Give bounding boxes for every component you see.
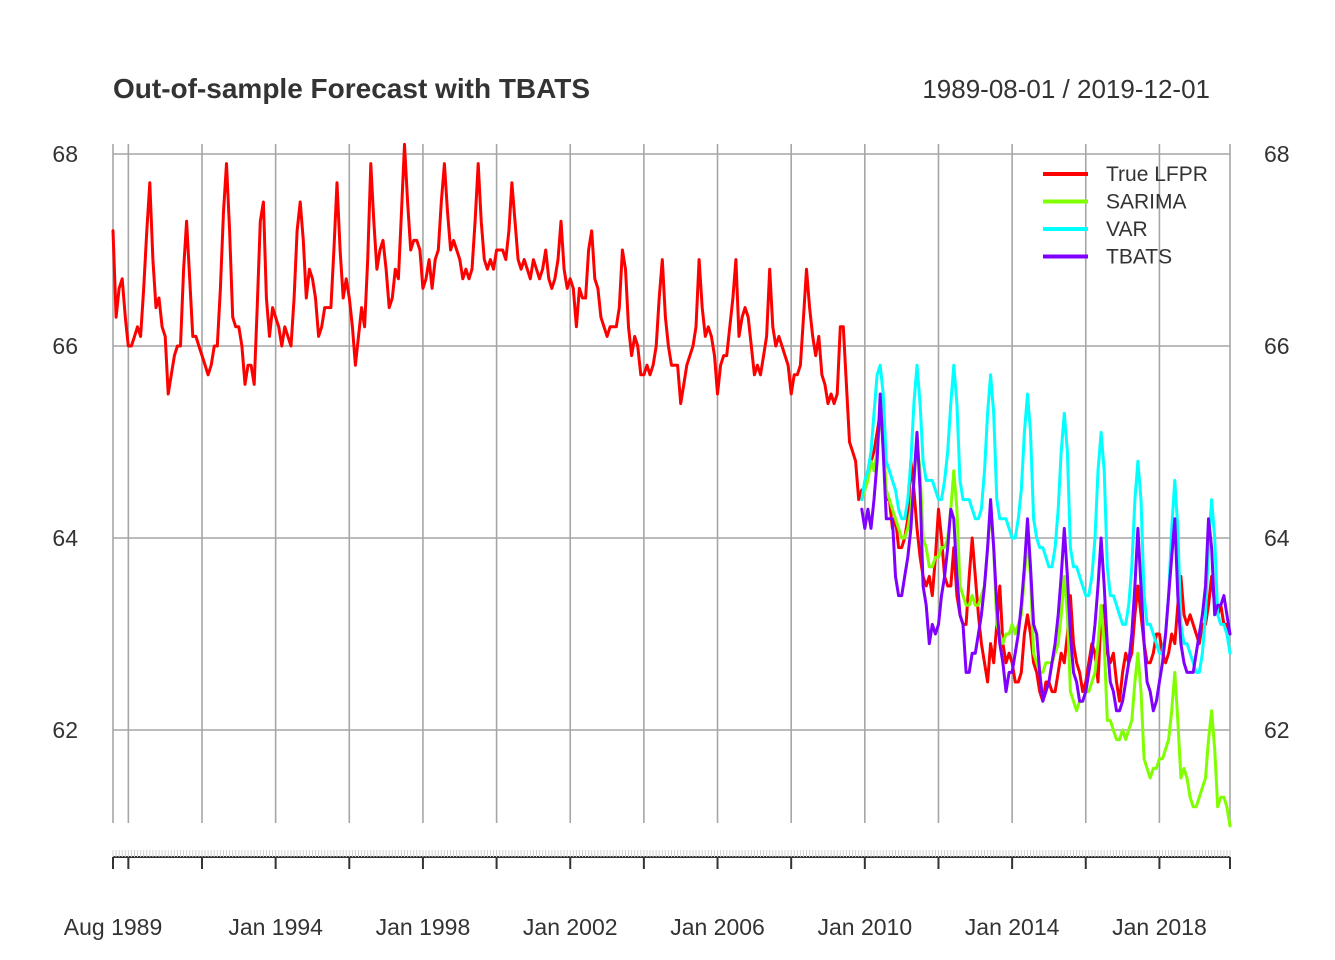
y-tick-label-left: 62 bbox=[52, 717, 78, 743]
chart-title: Out-of-sample Forecast with TBATS bbox=[113, 73, 590, 104]
legend-label: TBATS bbox=[1106, 246, 1172, 269]
y-axis-right: 62 64 66 68 bbox=[1264, 141, 1290, 743]
y-tick-label-right: 64 bbox=[1264, 525, 1290, 551]
y-tick-label-left: 64 bbox=[52, 525, 78, 551]
date-range-label: 1989-08-01 / 2019-12-01 bbox=[922, 74, 1210, 104]
y-axis-left: 62 64 66 68 bbox=[52, 141, 78, 743]
x-tick-label: Jan 2018 bbox=[1112, 914, 1207, 940]
y-tick-label-left: 68 bbox=[52, 141, 78, 167]
x-tick-label: Jan 2010 bbox=[818, 914, 913, 940]
x-tick-label: Jan 1994 bbox=[228, 914, 323, 940]
grid bbox=[112, 144, 1231, 823]
legend-label: VAR bbox=[1106, 218, 1148, 241]
y-tick-label-right: 62 bbox=[1264, 717, 1290, 743]
y-tick-label-left: 66 bbox=[52, 333, 78, 359]
legend: True LFPR SARIMA VAR TBATS bbox=[1043, 163, 1208, 269]
x-tick-label: Jan 2006 bbox=[670, 914, 765, 940]
x-axis: Aug 1989 Jan 1994 Jan 1998 Jan 2002 Jan 2006… bbox=[64, 850, 1231, 940]
legend-label: SARIMA bbox=[1106, 191, 1187, 214]
legend-label: True LFPR bbox=[1106, 163, 1208, 186]
x-tick-label: Jan 2002 bbox=[523, 914, 618, 940]
series-line-tbats bbox=[860, 392, 1232, 713]
series-lines bbox=[111, 142, 1232, 828]
x-tick-label: Aug 1989 bbox=[64, 914, 162, 940]
x-tick-label: Jan 2014 bbox=[965, 914, 1060, 940]
y-tick-label-right: 66 bbox=[1264, 333, 1290, 359]
y-tick-label-right: 68 bbox=[1264, 141, 1290, 167]
x-tick-label: Jan 1998 bbox=[376, 914, 471, 940]
